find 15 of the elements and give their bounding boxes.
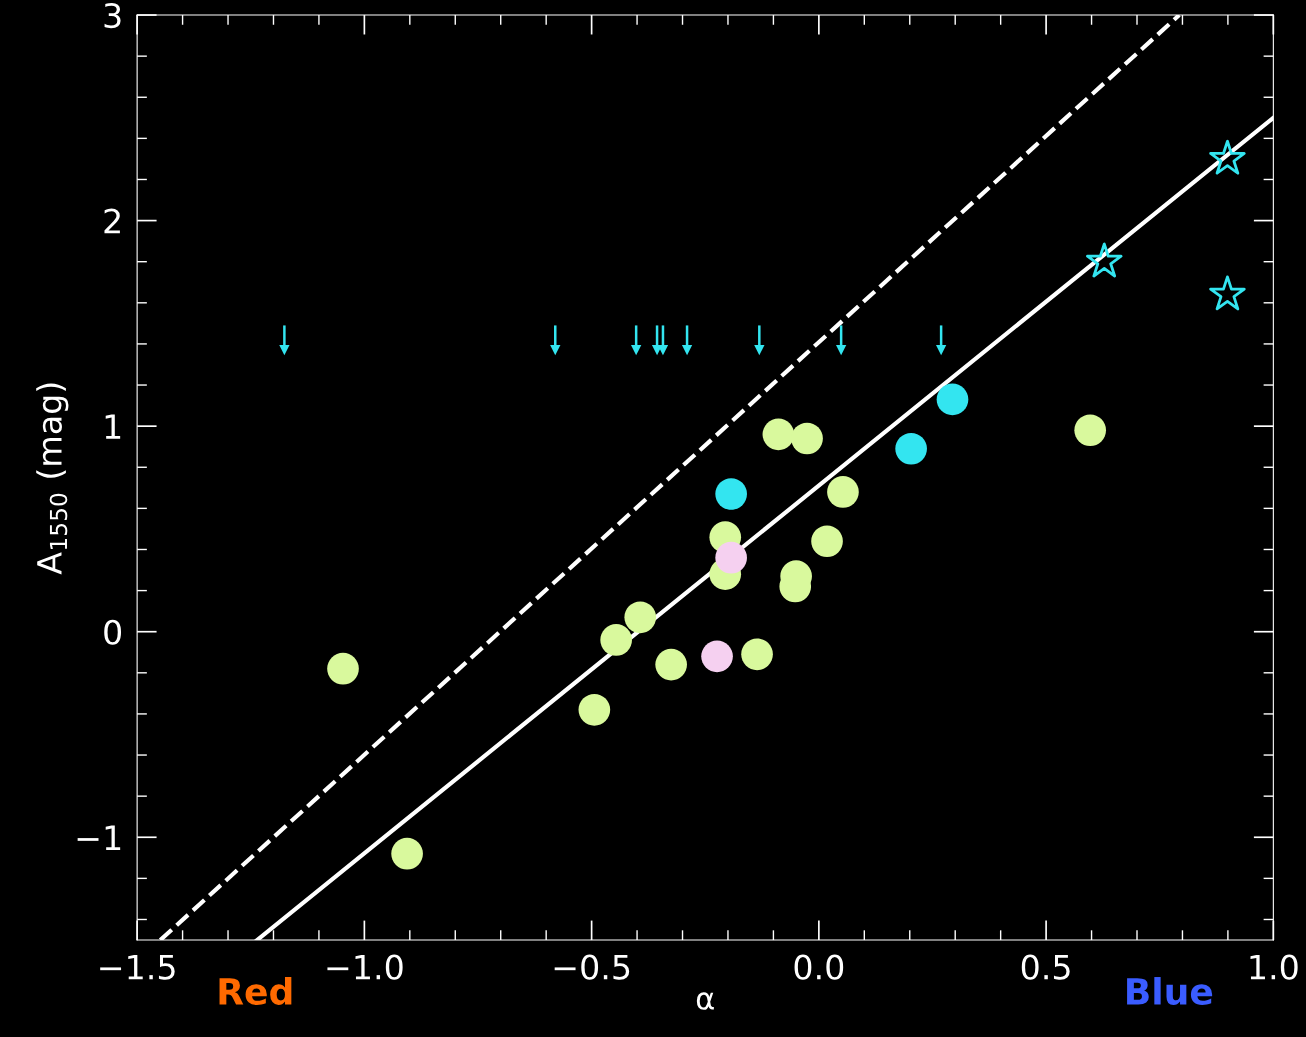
- x-tick-label: −0.5: [554, 954, 630, 980]
- x-tick-label: −1.0: [327, 954, 403, 980]
- x-tick-label: 1.0: [1250, 954, 1298, 980]
- x-tick-label: 0.5: [1021, 954, 1070, 980]
- x-tick-label: 0.0: [794, 954, 844, 980]
- y-tick-label: 0: [104, 619, 122, 645]
- y-tick-label: 3: [104, 2, 121, 29]
- text: Red: [219, 977, 292, 1005]
- text: Blue: [1127, 977, 1213, 1005]
- x-tick-label: −1.5: [100, 954, 175, 980]
- y-tick-label: 1: [105, 414, 121, 439]
- y-tick-label: −1: [77, 825, 121, 850]
- y-tick-label: 2: [104, 208, 120, 234]
- y-axis-title: A$_{1550}$ (mag): [36, 383, 69, 575]
- x-axis-title: α: [696, 992, 714, 1010]
